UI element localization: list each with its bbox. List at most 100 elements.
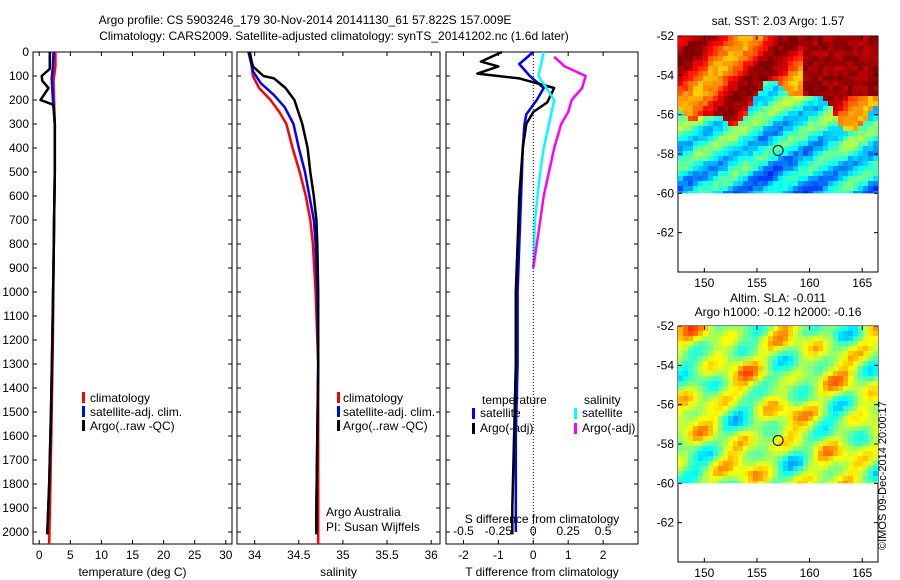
map-cell (853, 461, 858, 466)
map-cell (793, 386, 798, 391)
map-cell (793, 476, 798, 481)
map-cell (678, 36, 683, 41)
map-cell (808, 471, 813, 476)
map-cell (723, 186, 728, 191)
map-cell (698, 446, 703, 451)
map-cell (778, 126, 783, 131)
map-cell (713, 346, 718, 351)
x-tick-label: 155 (747, 566, 767, 580)
map-cell (713, 41, 718, 46)
map-cell (698, 116, 703, 121)
map-cell (713, 111, 718, 116)
map-cell (773, 346, 778, 351)
map-cell (758, 441, 763, 446)
map-cell (678, 101, 683, 106)
map-cell (808, 76, 813, 81)
map-cell (748, 366, 753, 371)
map-cell (763, 51, 768, 56)
map-cell (768, 171, 773, 176)
map-cell (763, 166, 768, 171)
map-cell (693, 66, 698, 71)
map-cell (753, 471, 758, 476)
map-cell (808, 166, 813, 171)
map-cell (848, 56, 853, 61)
map-cell (863, 116, 868, 121)
map-cell (838, 61, 843, 66)
map-cell (733, 56, 738, 61)
map-cell (683, 431, 688, 436)
map-cell (693, 76, 698, 81)
map-cell (748, 331, 753, 336)
map-cell (763, 146, 768, 151)
map-cell (728, 56, 733, 61)
map-cell (818, 41, 823, 46)
map-cell (843, 131, 848, 136)
map-cell (798, 136, 803, 141)
map-cell (813, 451, 818, 456)
map-cell (693, 336, 698, 341)
map-cell (843, 381, 848, 386)
map-cell (683, 186, 688, 191)
map-cell (848, 466, 853, 471)
map-cell (718, 151, 723, 156)
map-cell (708, 96, 713, 101)
map-cell (743, 471, 748, 476)
map-cell (833, 96, 838, 101)
map-cell (733, 376, 738, 381)
map-cell (798, 436, 803, 441)
map-cell (708, 36, 713, 41)
map-cell (803, 331, 808, 336)
map-cell (738, 386, 743, 391)
map-cell (688, 391, 693, 396)
map-cell (813, 381, 818, 386)
map-cell (783, 91, 788, 96)
map-cell (863, 131, 868, 136)
map-cell (873, 456, 878, 461)
map-cell (858, 151, 863, 156)
map-cell (863, 156, 868, 161)
map-cell (808, 411, 813, 416)
map-cell (713, 46, 718, 51)
map-cell (728, 366, 733, 371)
map-cell (778, 481, 783, 484)
map-cell (778, 146, 783, 151)
argo-position-marker (772, 434, 784, 446)
map-cell (783, 141, 788, 146)
map-cell (833, 476, 838, 481)
map-cell (723, 436, 728, 441)
map-cell (848, 381, 853, 386)
map-cell (758, 181, 763, 186)
map-cell (818, 421, 823, 426)
map-cell (678, 351, 683, 356)
map-cell (863, 161, 868, 166)
map-cell (753, 366, 758, 371)
map-cell (828, 336, 833, 341)
map-cell (828, 56, 833, 61)
map-cell (698, 361, 703, 366)
map-cell (788, 136, 793, 141)
map-cell (793, 191, 798, 194)
map-cell (723, 431, 728, 436)
map-cell (863, 331, 868, 336)
map-cell (768, 181, 773, 186)
map-cell (713, 436, 718, 441)
map-cell (688, 146, 693, 151)
map-cell (798, 76, 803, 81)
map-cell (758, 96, 763, 101)
map-cell (763, 361, 768, 366)
map-cell (818, 91, 823, 96)
map-cell (758, 161, 763, 166)
map-cell (718, 391, 723, 396)
map-cell (873, 451, 878, 456)
map-cell (858, 336, 863, 341)
map-cell (848, 346, 853, 351)
map-cell (773, 451, 778, 456)
map-cell (738, 431, 743, 436)
map-cell (733, 111, 738, 116)
map-cell (763, 426, 768, 431)
map-cell (683, 416, 688, 421)
map-cell (708, 116, 713, 121)
map-cell (773, 36, 778, 41)
map-cell (748, 186, 753, 191)
map-cell (723, 176, 728, 181)
